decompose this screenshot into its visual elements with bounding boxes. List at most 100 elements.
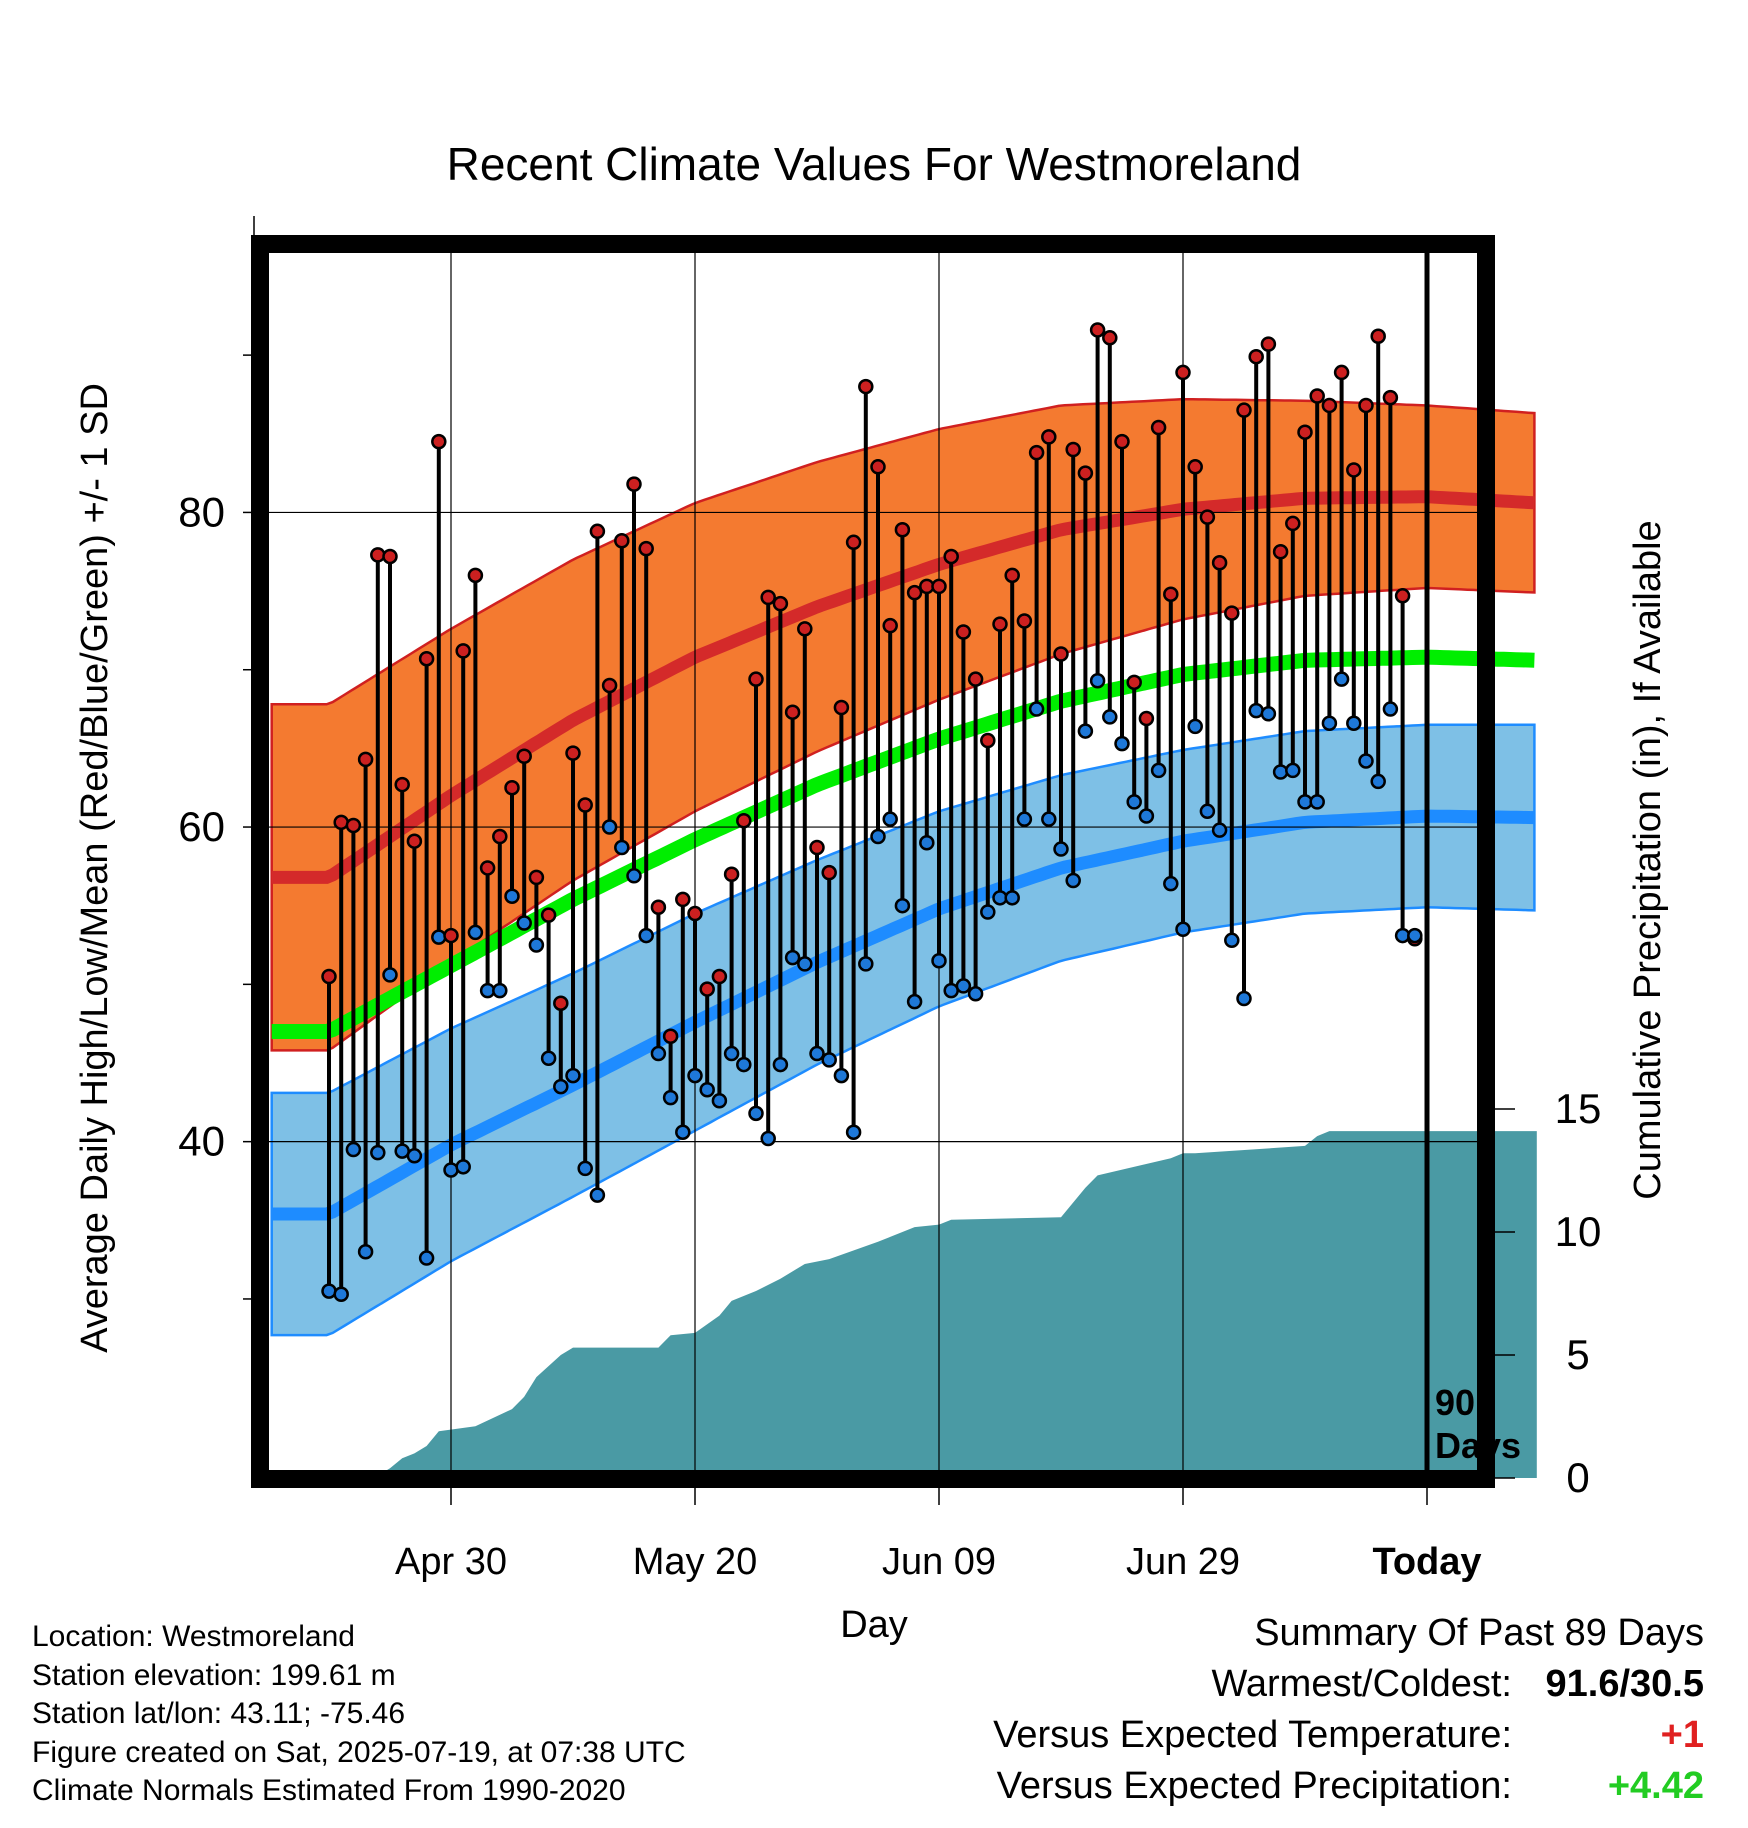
- high-dot: [1285, 515, 1301, 532]
- y-left-tick-label: 80: [178, 488, 225, 535]
- high-dot: [1297, 424, 1313, 440]
- latlon-text: Station lat/lon: 43.11; -75.46: [32, 1697, 406, 1730]
- high-dot: [1016, 613, 1033, 629]
- high-dot: [784, 704, 801, 720]
- high-dot: [406, 833, 423, 849]
- elevation-text: Station elevation: 199.61 m: [32, 1658, 396, 1692]
- high-dot: [1224, 605, 1240, 621]
- high-dot: [614, 532, 630, 549]
- low-dot: [675, 1124, 691, 1140]
- high-dot: [894, 521, 911, 538]
- low-dot: [894, 897, 911, 914]
- high-dot: [931, 578, 947, 595]
- low-dot: [370, 1144, 386, 1161]
- low-dot: [1370, 773, 1386, 790]
- low-dot: [650, 1045, 667, 1062]
- low-dot: [601, 819, 618, 835]
- high-dot: [321, 968, 337, 985]
- low-dot: [1114, 735, 1130, 752]
- low-dot: [833, 1067, 850, 1084]
- high-dot: [1138, 710, 1155, 727]
- low-dot: [662, 1089, 679, 1106]
- low-dot: [1309, 794, 1325, 810]
- high-dot: [650, 899, 667, 916]
- low-dot: [406, 1148, 423, 1164]
- x-tick-label: Jun 29: [1126, 1541, 1240, 1583]
- high-dot: [553, 995, 569, 1011]
- low-dot: [1150, 762, 1167, 779]
- high-dot: [1004, 567, 1020, 584]
- low-dot: [443, 1162, 459, 1178]
- low-dot: [589, 1187, 606, 1203]
- high-dot: [845, 534, 862, 551]
- high-dot: [1333, 364, 1350, 381]
- low-dot: [797, 956, 813, 972]
- low-dot: [1382, 701, 1399, 717]
- low-dot: [357, 1244, 374, 1260]
- high-dot: [943, 548, 959, 565]
- low-dot: [1041, 811, 1057, 827]
- low-dot: [919, 835, 935, 851]
- high-dot: [760, 589, 776, 606]
- low-dot: [1211, 822, 1228, 838]
- precipitation-area: [271, 1131, 1537, 1478]
- low-dot: [1187, 718, 1203, 735]
- high-dot: [455, 643, 471, 659]
- high-dot: [479, 860, 496, 876]
- precip-value: +4.42: [1607, 1765, 1704, 1807]
- low-dot: [382, 967, 398, 983]
- high-dot: [418, 650, 435, 667]
- low-dot: [1163, 875, 1179, 892]
- low-dot: [1321, 715, 1338, 731]
- high-dot: [992, 616, 1008, 632]
- low-dot: [1016, 811, 1033, 827]
- high-dot: [858, 378, 874, 395]
- low-dot: [1102, 709, 1118, 725]
- high-dot: [687, 905, 703, 922]
- high-dot: [1089, 322, 1106, 338]
- summary-warmest-row: Warmest/Coldest: 91.6/30.5: [993, 1663, 1704, 1714]
- temp-label: Versus Expected Temperature:: [993, 1714, 1512, 1756]
- high-dot: [1370, 328, 1386, 344]
- low-dot: [431, 929, 447, 945]
- high-dot: [589, 523, 606, 540]
- low-dot: [333, 1286, 349, 1302]
- high-dot: [1114, 433, 1130, 450]
- high-dot: [540, 907, 557, 923]
- precip-cumulative-area: [271, 1131, 1537, 1478]
- low-dot: [1175, 921, 1191, 938]
- low-dot: [723, 1045, 740, 1062]
- high-dot: [431, 433, 447, 450]
- high-dot: [357, 751, 374, 768]
- summary-title: Summary Of Past 89 Days: [1254, 1612, 1704, 1654]
- high-dot: [662, 1028, 679, 1045]
- high-dot: [1211, 555, 1228, 571]
- high-dot: [1346, 462, 1362, 478]
- low-dot: [1028, 701, 1045, 717]
- high-dot: [577, 797, 593, 813]
- plot-border: [251, 235, 1495, 1488]
- low-dot: [711, 1093, 728, 1109]
- low-dot: [687, 1067, 703, 1084]
- y-left-tick-label: 60: [178, 803, 225, 850]
- low-dot: [614, 839, 630, 856]
- low-dot: [931, 953, 947, 969]
- low-dot: [565, 1067, 581, 1084]
- high-dot: [1321, 397, 1338, 414]
- low-dot: [1224, 932, 1240, 949]
- high-dot: [1260, 336, 1277, 352]
- high-dot: [370, 547, 386, 563]
- high-dot: [699, 981, 715, 997]
- high-dot: [797, 621, 813, 637]
- low-dot: [760, 1130, 776, 1147]
- low-dot: [1346, 715, 1362, 731]
- high-dot: [1394, 588, 1411, 604]
- chart-title: Recent Climate Values For Westmoreland: [447, 138, 1302, 190]
- high-dot: [1309, 388, 1325, 404]
- low-dot: [1126, 794, 1142, 810]
- low-dot: [528, 937, 545, 953]
- high-dot: [1248, 348, 1264, 365]
- high-dot: [1175, 364, 1191, 381]
- y-right-tick-label: 10: [1555, 1208, 1602, 1255]
